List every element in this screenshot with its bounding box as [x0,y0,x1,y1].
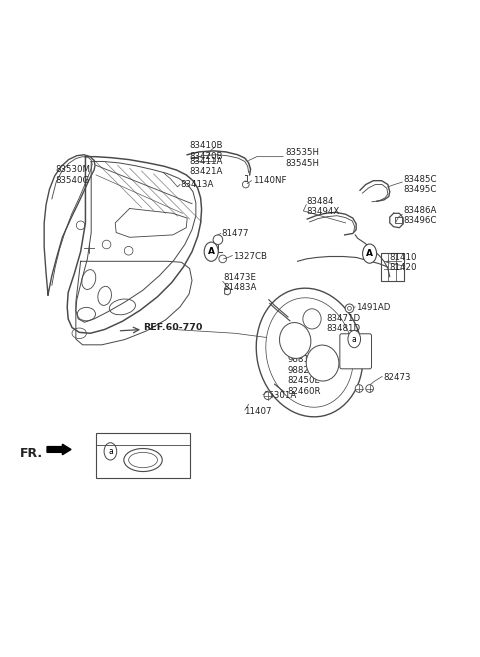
Text: 83535H
83545H: 83535H 83545H [286,148,320,168]
Ellipse shape [82,269,96,290]
Ellipse shape [306,345,339,381]
Text: 83471D
83481D: 83471D 83481D [326,314,360,333]
FancyBboxPatch shape [96,433,190,478]
Circle shape [219,255,227,263]
Text: 83411A
83421A: 83411A 83421A [190,156,223,176]
FancyBboxPatch shape [381,253,404,281]
Ellipse shape [303,309,321,329]
Text: 1491AD: 1491AD [356,304,391,312]
Circle shape [366,384,373,392]
Circle shape [345,304,354,313]
Circle shape [355,384,363,392]
Ellipse shape [98,286,111,306]
Ellipse shape [362,244,377,263]
Ellipse shape [256,288,363,417]
Circle shape [348,306,351,310]
Text: 1140NF: 1140NF [253,176,287,185]
Text: 83486A
83496C: 83486A 83496C [403,206,437,225]
Circle shape [124,246,133,255]
Text: 83484
83494X: 83484 83494X [306,197,339,216]
Text: 83413A: 83413A [180,180,214,189]
Text: 83410B
83420B: 83410B 83420B [190,141,223,160]
Text: REF.60-770: REF.60-770 [143,323,203,332]
Text: 83530M
83540G: 83530M 83540G [55,165,90,185]
Ellipse shape [348,330,360,348]
Circle shape [264,392,272,399]
Text: 81410
81420: 81410 81420 [390,252,417,272]
Text: 98810B
98820B
82450L
82460R: 98810B 98820B 82450L 82460R [287,355,321,396]
Text: 96301A: 96301A [263,391,296,400]
Text: 81477: 81477 [222,229,249,238]
Text: a: a [352,334,357,344]
Text: A: A [208,247,215,256]
Circle shape [76,221,85,229]
Ellipse shape [204,242,218,261]
Ellipse shape [109,299,135,315]
Text: A: A [366,249,373,258]
Ellipse shape [129,452,157,468]
Text: 83485C
83495C: 83485C 83495C [403,175,437,194]
Text: 1731JE: 1731JE [129,447,160,456]
Text: a: a [108,447,113,456]
Text: 11407: 11407 [244,407,271,416]
Text: FR.: FR. [20,447,43,460]
Circle shape [213,235,223,244]
Ellipse shape [279,323,311,359]
Ellipse shape [266,298,353,407]
Ellipse shape [77,307,96,321]
Text: 82473: 82473 [383,373,410,382]
Text: 81473E
81483A: 81473E 81483A [224,273,257,292]
Circle shape [242,181,249,188]
Ellipse shape [124,449,162,472]
FancyArrow shape [47,444,71,455]
Ellipse shape [72,328,86,338]
Text: 1327CB: 1327CB [233,252,267,261]
FancyBboxPatch shape [340,334,372,369]
Circle shape [102,240,111,249]
Ellipse shape [104,443,117,460]
